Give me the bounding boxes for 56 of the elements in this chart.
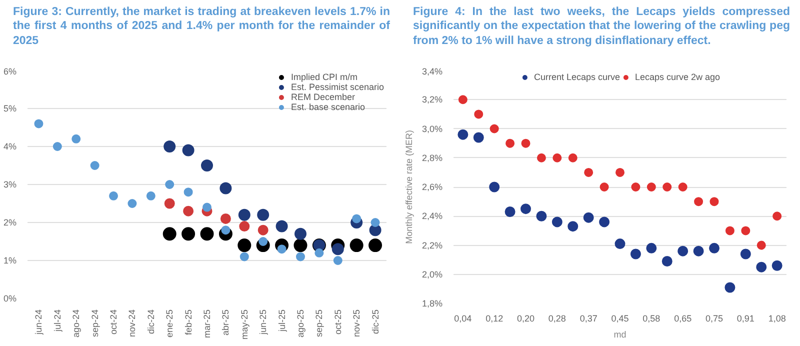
y-tick-label: 4% — [3, 142, 17, 152]
x-tick-label: ene-25 — [164, 309, 175, 338]
x-tick-label: mar-25 — [202, 309, 212, 338]
x-tick-label: 0,65 — [674, 314, 692, 324]
x-tick-label: nov-25 — [352, 309, 362, 338]
chart-title: Figure 4: In the last two weeks, the Lecaps yields compressed significantly on the expectation that the lowering of the crawling peg from 2% to 1% will have a strong disinflationary effect. — [413, 5, 790, 48]
x-tick-label: feb-25 — [183, 309, 194, 336]
x-tick-label: sep-24 — [90, 309, 100, 338]
x-tick-label: sep-25 — [314, 309, 324, 338]
x-tick-label: jun-24 — [34, 309, 44, 336]
x-tick-label: 0,04 — [454, 314, 472, 324]
x-tick-label: 0,75 — [705, 314, 724, 324]
x-tick-label: 0,12 — [486, 314, 504, 324]
x-axis-title: md — [614, 330, 626, 340]
x-tick-label: oct-25 — [332, 310, 343, 335]
legend-label: Lecaps curve 2w ago — [634, 72, 720, 82]
x-tick-label: abr-25 — [220, 310, 231, 336]
y-tick-label: 2,4% — [422, 211, 442, 222]
legend-label: Current Lecaps curve — [534, 72, 620, 82]
x-tick-label: 1,08 — [768, 314, 786, 324]
x-tick-label: nov-24 — [127, 309, 138, 338]
legend-label: Implied CPI m/m — [290, 72, 358, 82]
y-tick-label: 3,4% — [422, 66, 442, 76]
x-tick-label: 0,28 — [548, 314, 566, 324]
x-tick-label: ago-24 — [71, 309, 82, 338]
x-tick-label: 0,58 — [642, 314, 660, 324]
y-axis-title: Monthly effective rate (MER) — [404, 130, 414, 244]
x-tick-label: jul-24 — [52, 309, 62, 333]
x-tick-label: 0,37 — [580, 314, 598, 324]
y-tick-label: 5% — [3, 104, 17, 114]
y-tick-label: 3% — [3, 180, 17, 190]
chart-title: Figure 3: Currently, the market is trading at breakeven levels 1.7% in the first 4 months of 2025 and 1.4% per month for the remainder of 2025 — [13, 5, 390, 48]
y-tick-label: 2,0% — [422, 269, 442, 280]
legend-label: Est. base scenario — [290, 102, 366, 112]
x-tick-label: dic-24 — [146, 309, 156, 334]
x-tick-label: 0,45 — [611, 314, 629, 324]
y-tick-label: 3,2% — [422, 94, 442, 105]
x-tick-label: jun-25 — [258, 309, 268, 336]
x-tick-label: dic-25 — [370, 309, 380, 334]
y-tick-label: 1,8% — [422, 298, 442, 308]
y-tick-label: 1% — [3, 256, 17, 266]
legend-label: REM December — [290, 92, 355, 102]
x-tick-label: ago-25 — [295, 309, 306, 338]
y-tick-label: 2% — [3, 218, 17, 228]
y-tick-label: 2,6% — [422, 182, 442, 192]
x-tick-label: oct-24 — [108, 310, 119, 335]
x-tick-label: may-25 — [239, 309, 250, 340]
x-tick-label: jul-25 — [276, 309, 287, 333]
y-tick-label: 2,2% — [422, 240, 442, 250]
y-tick-label: 2,8% — [422, 152, 442, 163]
x-tick-label: 0,20 — [516, 314, 535, 324]
x-tick-label: 0,91 — [736, 314, 754, 324]
y-tick-label: 6% — [3, 66, 17, 76]
legend-label: Est. Pessimist scenario — [290, 82, 384, 92]
y-tick-label: 0% — [3, 294, 17, 304]
y-tick-label: 3,0% — [422, 124, 442, 134]
